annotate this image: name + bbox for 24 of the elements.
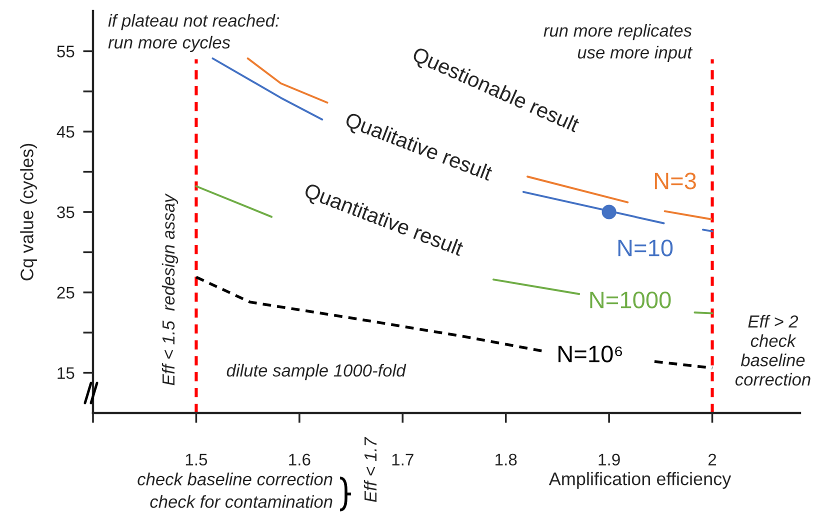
x-tick-label: 1.7 <box>392 454 414 466</box>
x-tick-label: 1.9 <box>598 454 620 466</box>
series-label: N=10 <box>618 240 673 256</box>
x-tick-label: 2 <box>708 454 716 466</box>
x-axis-title: Amplification efficiency <box>548 472 732 489</box>
series-label: N=1000 <box>590 292 671 308</box>
x-tick-label: 1.6 <box>289 454 310 466</box>
y-axis-title: Cq value (cycles) <box>20 144 37 280</box>
text: check baseline correction check for contamination <box>138 472 332 508</box>
x-tick-label: 1.5 <box>186 454 208 466</box>
annotation: dilute sample 1000-fold <box>226 364 406 380</box>
y-tick-label: 25 <box>57 286 74 299</box>
annotation: if plateau not reached: run more cycles <box>108 14 280 52</box>
annotation: Eff < 1.5 redesign assay <box>162 193 178 386</box>
series-label: N=10⁶ <box>558 346 622 362</box>
y-tick-label: 15 <box>58 367 74 380</box>
annotation: run more replicates use more input <box>544 24 693 62</box>
text: Eff < 1.7 <box>364 436 376 502</box>
y-tick-label: 55 <box>57 46 74 58</box>
x-tick-label: 1.8 <box>496 454 517 466</box>
y-tick-label: 35 <box>57 206 74 218</box>
annotation: Eff > 2 check baseline correction <box>735 314 810 386</box>
series-label: N=3 <box>654 172 696 190</box>
y-tick-label: 45 <box>56 126 74 138</box>
